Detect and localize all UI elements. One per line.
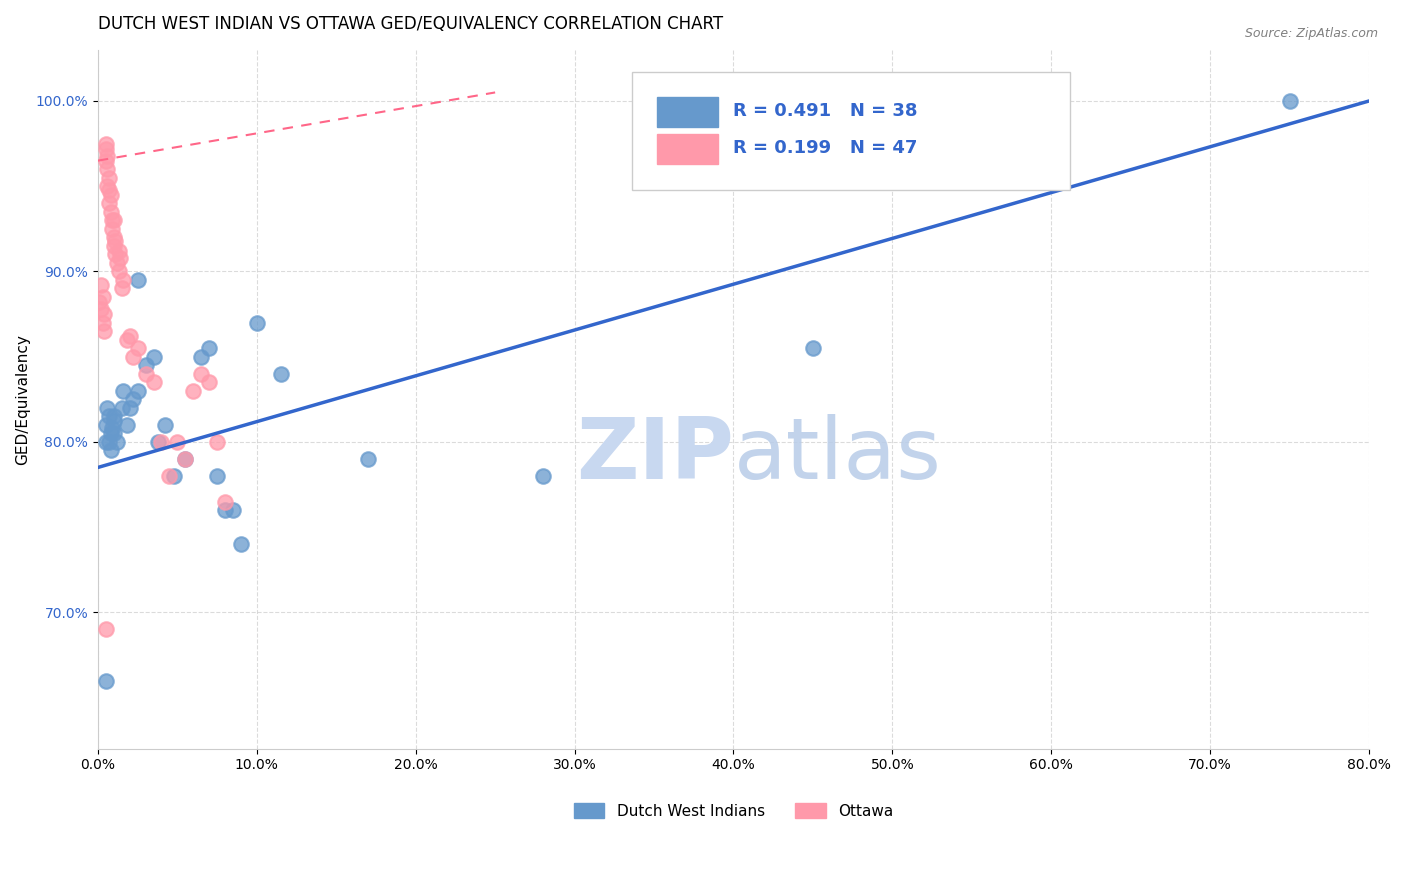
Point bbox=[103, 213, 125, 227]
Point bbox=[98, 183, 121, 197]
Point bbox=[94, 623, 117, 637]
Point bbox=[111, 281, 134, 295]
Point bbox=[100, 204, 122, 219]
Point bbox=[127, 341, 149, 355]
Point bbox=[90, 278, 112, 293]
Point bbox=[107, 244, 129, 258]
Point bbox=[190, 367, 212, 381]
Point bbox=[157, 469, 180, 483]
Point bbox=[94, 673, 117, 688]
Point bbox=[121, 392, 143, 407]
Text: DUTCH WEST INDIAN VS OTTAWA GED/EQUIVALENCY CORRELATION CHART: DUTCH WEST INDIAN VS OTTAWA GED/EQUIVALE… bbox=[98, 15, 723, 33]
Point bbox=[89, 295, 111, 310]
Point bbox=[214, 503, 236, 517]
Point bbox=[91, 316, 114, 330]
Point bbox=[98, 409, 121, 424]
Y-axis label: GED/Equivalency: GED/Equivalency bbox=[15, 334, 30, 465]
Point bbox=[142, 350, 165, 364]
Point bbox=[103, 426, 125, 441]
Point bbox=[104, 234, 127, 248]
Point bbox=[148, 434, 170, 449]
Point bbox=[104, 247, 127, 261]
Point bbox=[214, 494, 236, 508]
Point bbox=[94, 153, 117, 168]
Point bbox=[94, 136, 117, 151]
Text: R = 0.491   N = 38: R = 0.491 N = 38 bbox=[734, 102, 918, 120]
Point bbox=[108, 251, 131, 265]
Point bbox=[107, 264, 129, 278]
Point bbox=[101, 421, 124, 435]
Point bbox=[100, 187, 122, 202]
Point bbox=[357, 451, 380, 466]
Point bbox=[101, 213, 124, 227]
FancyBboxPatch shape bbox=[657, 97, 718, 127]
Point bbox=[100, 426, 122, 441]
Point bbox=[105, 434, 128, 449]
Point bbox=[105, 256, 128, 270]
Point bbox=[127, 273, 149, 287]
Point bbox=[270, 367, 292, 381]
Text: Source: ZipAtlas.com: Source: ZipAtlas.com bbox=[1244, 27, 1378, 40]
Point bbox=[190, 350, 212, 364]
Point bbox=[98, 434, 121, 449]
Point bbox=[198, 341, 221, 355]
Point bbox=[96, 148, 118, 162]
Text: atlas: atlas bbox=[734, 414, 942, 497]
Point bbox=[174, 451, 197, 466]
Point bbox=[103, 239, 125, 253]
Point bbox=[121, 350, 143, 364]
Point bbox=[801, 341, 824, 355]
Point bbox=[181, 384, 204, 398]
Point bbox=[135, 358, 157, 372]
Point bbox=[205, 469, 228, 483]
Point bbox=[101, 222, 124, 236]
Point bbox=[135, 367, 157, 381]
Point bbox=[1278, 94, 1301, 108]
Point bbox=[198, 375, 221, 389]
Point bbox=[111, 401, 134, 415]
Point bbox=[94, 417, 117, 432]
Point bbox=[115, 417, 138, 432]
Point bbox=[163, 469, 186, 483]
Point bbox=[96, 179, 118, 194]
FancyBboxPatch shape bbox=[631, 72, 1070, 190]
Point bbox=[229, 537, 252, 551]
Point bbox=[150, 434, 173, 449]
Point bbox=[115, 333, 138, 347]
Point bbox=[94, 434, 117, 449]
Point bbox=[98, 196, 121, 211]
Point bbox=[96, 162, 118, 177]
Point bbox=[103, 409, 125, 424]
Text: R = 0.199   N = 47: R = 0.199 N = 47 bbox=[734, 138, 918, 157]
Point bbox=[118, 401, 141, 415]
Point bbox=[174, 451, 197, 466]
Point bbox=[112, 384, 135, 398]
Point bbox=[246, 316, 269, 330]
Point bbox=[103, 230, 125, 244]
Point bbox=[90, 301, 112, 316]
Point bbox=[222, 503, 245, 517]
Point bbox=[98, 170, 121, 185]
Point bbox=[127, 384, 149, 398]
Point bbox=[93, 324, 115, 338]
FancyBboxPatch shape bbox=[657, 135, 718, 164]
Point bbox=[531, 469, 554, 483]
Text: ZIP: ZIP bbox=[575, 414, 734, 497]
Point bbox=[112, 273, 135, 287]
Point bbox=[166, 434, 188, 449]
Point bbox=[118, 329, 141, 343]
Point bbox=[100, 443, 122, 458]
Point bbox=[153, 417, 176, 432]
Point bbox=[93, 307, 115, 321]
Point bbox=[103, 414, 125, 428]
Point bbox=[205, 434, 228, 449]
Point bbox=[142, 375, 165, 389]
Point bbox=[96, 401, 118, 415]
Point bbox=[91, 290, 114, 304]
Point bbox=[94, 142, 117, 156]
Legend: Dutch West Indians, Ottawa: Dutch West Indians, Ottawa bbox=[568, 797, 900, 825]
